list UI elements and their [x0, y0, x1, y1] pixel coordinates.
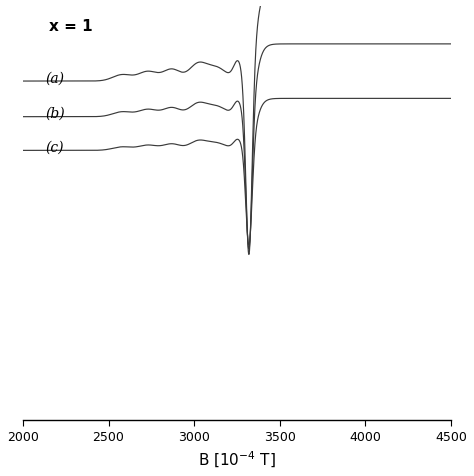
Text: x = 1: x = 1	[48, 20, 92, 34]
X-axis label: B [10$^{-4}$ T]: B [10$^{-4}$ T]	[198, 449, 276, 469]
Text: (c): (c)	[45, 140, 64, 154]
Text: (a): (a)	[45, 71, 64, 85]
Text: (b): (b)	[45, 107, 65, 120]
